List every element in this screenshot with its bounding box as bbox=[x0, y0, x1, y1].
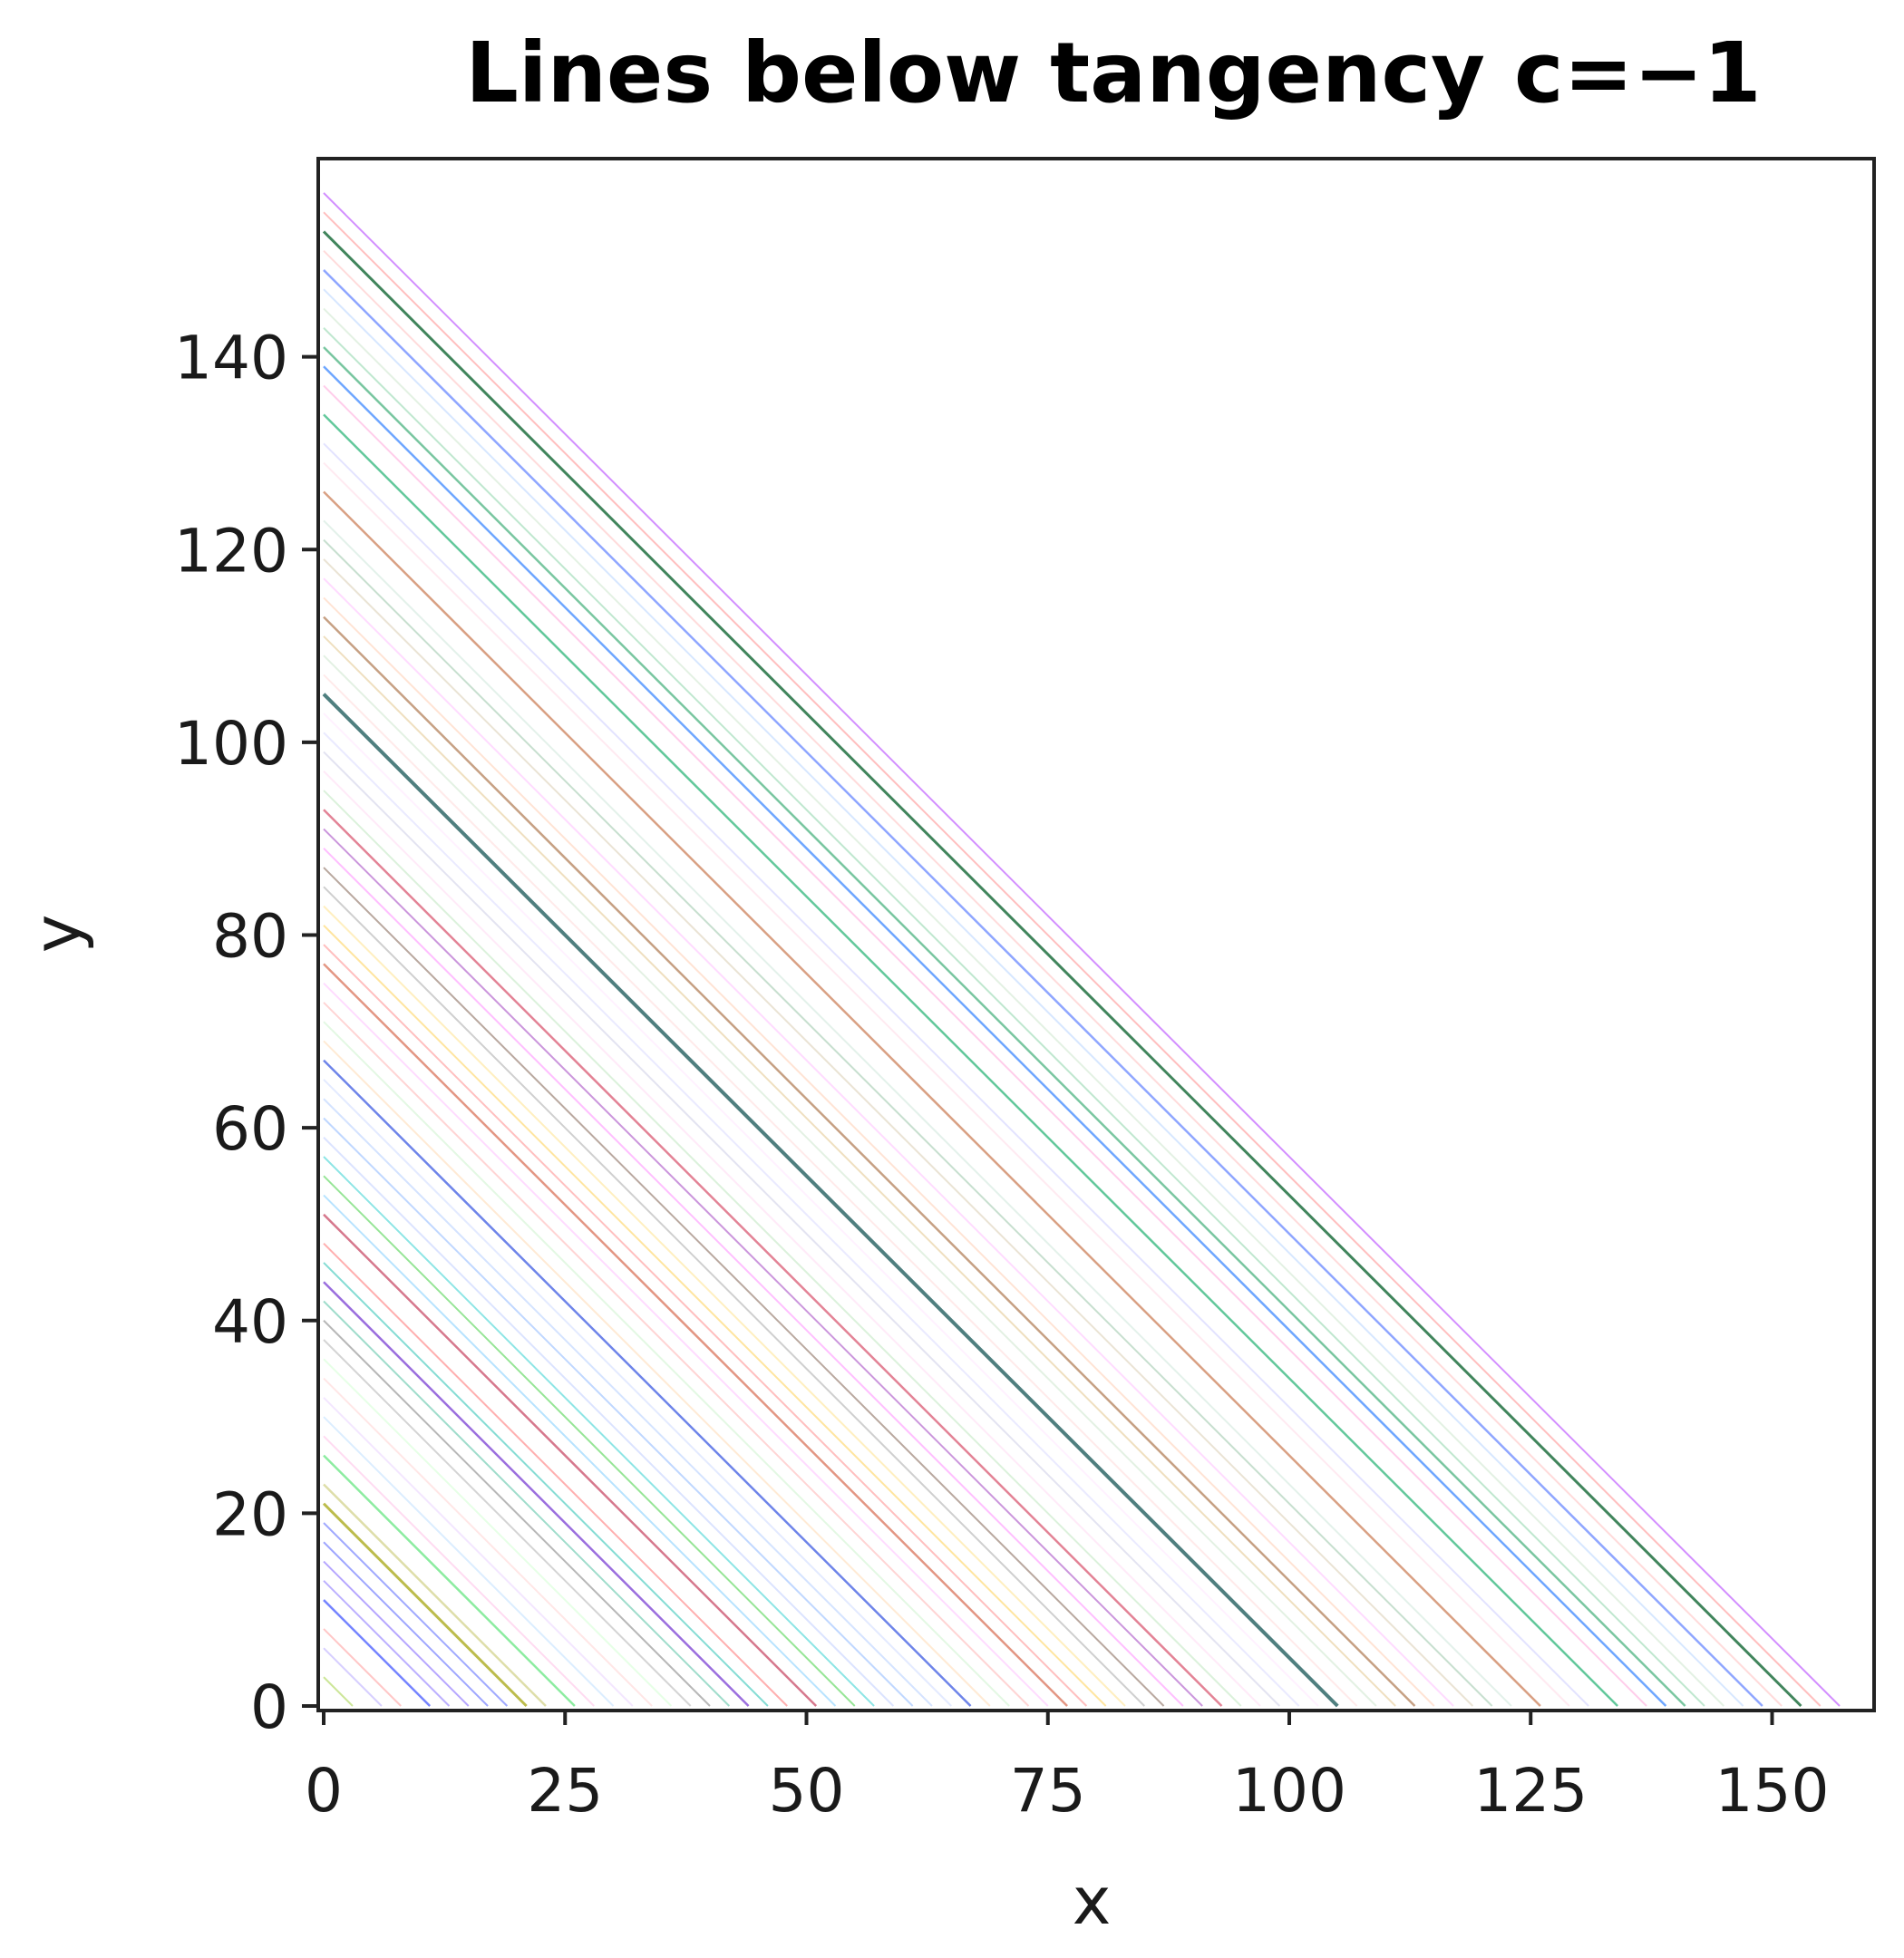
x-axis: 0 25 50 75 100 125 150 bbox=[305, 1711, 1829, 1826]
x-tick-label: 25 bbox=[527, 1756, 603, 1826]
series-line-5 bbox=[323, 1560, 470, 1707]
series-line-36 bbox=[323, 944, 1088, 1707]
series-line-71 bbox=[322, 230, 1802, 1708]
series-line-70 bbox=[323, 249, 1783, 1707]
series-line-1 bbox=[323, 1647, 383, 1707]
series-line-26 bbox=[323, 1137, 895, 1707]
plot-frame bbox=[316, 157, 1876, 1712]
series-line-37 bbox=[323, 925, 1107, 1707]
series-line-41 bbox=[323, 848, 1184, 1707]
chart-title: Lines below tangency c=−1 bbox=[465, 24, 1761, 121]
series-line-22 bbox=[323, 1213, 818, 1707]
y-tick-label: 140 bbox=[174, 324, 288, 393]
series-line-39 bbox=[323, 886, 1145, 1707]
y-tick-label: 120 bbox=[174, 516, 288, 586]
series-line-35 bbox=[323, 963, 1068, 1707]
series-line-30 bbox=[323, 1059, 972, 1707]
series-line-24 bbox=[323, 1175, 856, 1707]
series-line-55 bbox=[323, 577, 1454, 1707]
series-line-52 bbox=[323, 635, 1396, 1707]
series-line-61 bbox=[323, 442, 1589, 1707]
series-line-65 bbox=[323, 346, 1686, 1707]
x-axis-label: x bbox=[1073, 1863, 1112, 1939]
series-line-11 bbox=[323, 1435, 595, 1707]
series-line-44 bbox=[323, 790, 1242, 1707]
series-line-60 bbox=[323, 461, 1570, 1707]
series-line-57 bbox=[323, 538, 1493, 1707]
series-line-59 bbox=[323, 490, 1541, 1707]
y-tick-label: 20 bbox=[212, 1479, 288, 1549]
series-line-13 bbox=[323, 1397, 634, 1707]
y-tick-label: 0 bbox=[250, 1672, 288, 1742]
series-line-58 bbox=[323, 519, 1512, 1707]
y-axis-label: y bbox=[19, 915, 95, 954]
series-line-51 bbox=[323, 654, 1377, 1707]
series-line-31 bbox=[323, 1040, 991, 1707]
x-tick-label: 125 bbox=[1473, 1756, 1588, 1826]
series-line-12 bbox=[323, 1416, 615, 1707]
series-line-27 bbox=[323, 1117, 914, 1707]
data-lines bbox=[322, 192, 1841, 1708]
x-tick-label: 50 bbox=[769, 1756, 845, 1826]
series-line-32 bbox=[323, 1021, 1010, 1707]
y-tick-label: 80 bbox=[212, 902, 288, 972]
series-line-3 bbox=[323, 1599, 432, 1707]
series-line-19 bbox=[323, 1281, 750, 1707]
series-line-63 bbox=[323, 384, 1647, 1707]
series-line-54 bbox=[323, 596, 1435, 1707]
series-line-73 bbox=[323, 192, 1841, 1707]
series-line-33 bbox=[323, 1002, 1030, 1707]
series-line-45 bbox=[323, 771, 1261, 1707]
series-line-2 bbox=[323, 1628, 402, 1707]
x-tick-label: 0 bbox=[305, 1756, 343, 1826]
series-line-47 bbox=[323, 732, 1300, 1707]
series-line-18 bbox=[323, 1300, 731, 1707]
x-tick-label: 75 bbox=[1010, 1756, 1086, 1826]
x-tick-label: 100 bbox=[1232, 1756, 1346, 1826]
series-line-64 bbox=[323, 365, 1667, 1707]
series-line-66 bbox=[323, 327, 1705, 1707]
series-line-6 bbox=[323, 1541, 489, 1707]
series-line-7 bbox=[323, 1522, 509, 1707]
y-tick-label: 60 bbox=[212, 1094, 288, 1164]
series-line-34 bbox=[323, 982, 1049, 1707]
series-line-50 bbox=[323, 674, 1358, 1707]
series-line-20 bbox=[323, 1262, 769, 1707]
series-line-17 bbox=[323, 1320, 711, 1707]
series-line-48 bbox=[323, 712, 1319, 1707]
series-line-8 bbox=[322, 1502, 528, 1708]
series-line-43 bbox=[323, 809, 1223, 1707]
series-line-42 bbox=[323, 828, 1203, 1707]
y-axis: 0 20 40 60 80 100 120 140 bbox=[174, 324, 318, 1742]
y-tick-label: 100 bbox=[174, 709, 288, 779]
series-line-56 bbox=[323, 558, 1474, 1707]
series-line-38 bbox=[323, 905, 1126, 1707]
series-line-62 bbox=[323, 413, 1618, 1707]
series-line-16 bbox=[323, 1339, 692, 1707]
series-line-69 bbox=[323, 269, 1763, 1707]
series-line-0 bbox=[323, 1676, 354, 1707]
series-line-67 bbox=[323, 307, 1724, 1707]
series-line-9 bbox=[323, 1483, 547, 1707]
series-line-40 bbox=[323, 867, 1165, 1707]
series-line-49 bbox=[322, 693, 1339, 1708]
y-tick-label: 40 bbox=[212, 1287, 288, 1357]
series-line-46 bbox=[323, 751, 1281, 1707]
series-line-72 bbox=[323, 211, 1821, 1707]
series-line-23 bbox=[323, 1194, 837, 1707]
series-line-53 bbox=[323, 616, 1416, 1707]
series-line-21 bbox=[323, 1242, 788, 1707]
series-line-29 bbox=[323, 1079, 952, 1707]
series-line-4 bbox=[323, 1580, 451, 1707]
series-line-25 bbox=[323, 1156, 875, 1707]
series-line-68 bbox=[323, 288, 1744, 1707]
x-tick-label: 150 bbox=[1715, 1756, 1830, 1826]
series-line-14 bbox=[323, 1377, 653, 1707]
series-line-15 bbox=[323, 1358, 673, 1707]
series-line-10 bbox=[323, 1454, 576, 1707]
series-line-28 bbox=[323, 1098, 933, 1707]
